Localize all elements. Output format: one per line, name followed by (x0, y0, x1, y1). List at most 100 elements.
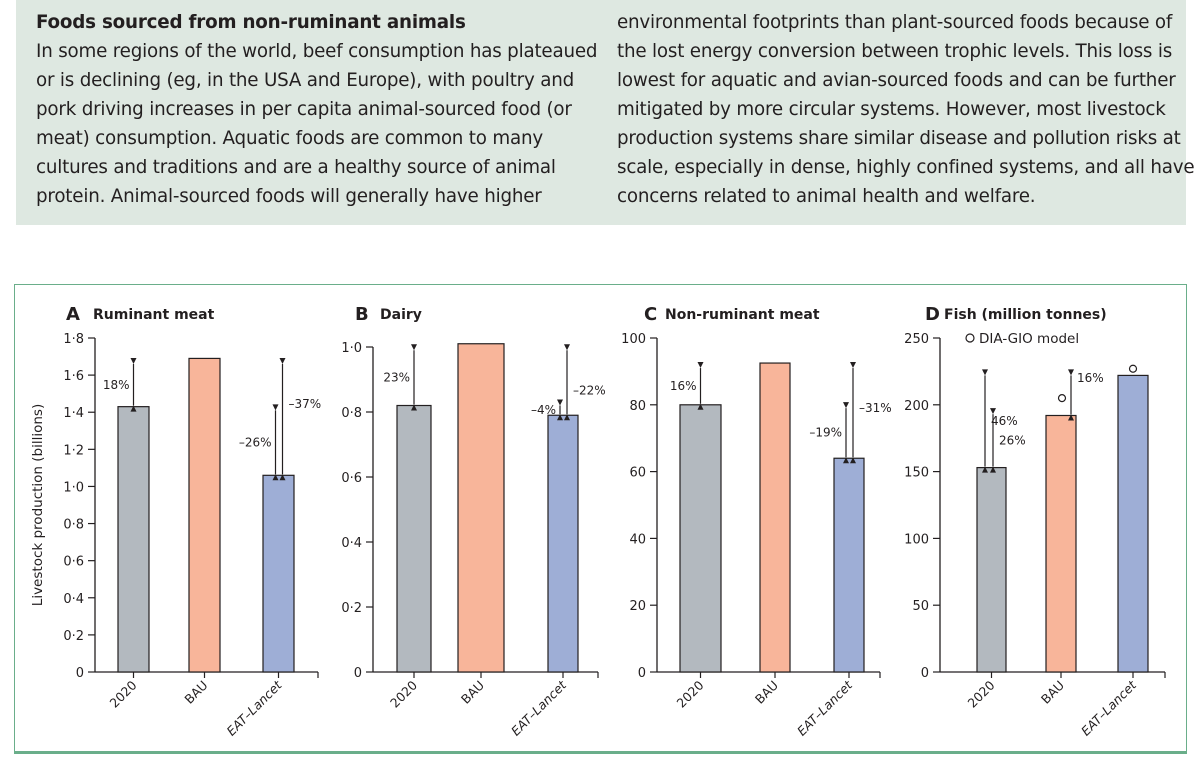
panel-title: Fish (million tonnes) (944, 307, 1107, 323)
change-label: –26% (239, 435, 272, 449)
y-tick-label: 1·2 (63, 443, 84, 458)
text-line: production systems share similar disease… (617, 128, 1181, 149)
x-tick-label: 2020 (107, 677, 140, 710)
x-tick-label: 2020 (674, 677, 707, 710)
arrow-head (982, 466, 988, 473)
arrow-head (279, 357, 286, 364)
y-tick-label: 0·6 (341, 471, 362, 486)
change-label: –22% (573, 383, 606, 397)
change-label: 18% (103, 378, 130, 392)
change-label: 16% (1077, 371, 1104, 385)
legend-marker (965, 333, 975, 343)
x-tick-label: BAU (1038, 678, 1067, 707)
bar (396, 404, 432, 673)
y-tick-label: 0·2 (341, 601, 362, 616)
y-tick-label: 250 (904, 332, 929, 347)
legend-label: DIA-GIO model (979, 331, 1079, 347)
chart-panel-a: A Ruminant meat 0 0·2 0·4 0·6 0·8 1·0 1·2 1·4 1·6 1… (30, 304, 321, 739)
text-line: scale, especially in dense, highly confi… (617, 157, 1195, 178)
text-line: environmental footprints than plant-sour… (617, 12, 1173, 33)
y-tick-label: 0·2 (63, 629, 84, 644)
y-tick-label: 20 (629, 599, 646, 614)
arrow-head (411, 344, 417, 351)
panel-letter: C (644, 304, 657, 325)
y-tick-label: 0 (638, 666, 646, 681)
y-tick-label: 0·4 (63, 592, 84, 607)
x-tick-label: EAT–Lancet (1078, 677, 1140, 739)
text-line: meat) consumption. Aquatic foods are com… (36, 128, 543, 149)
y-tick-label: 0·4 (341, 536, 362, 551)
text-line: In some regions of the world, beef consu… (36, 41, 598, 62)
arrow-head (130, 405, 137, 412)
arrow-head (697, 403, 704, 410)
y-tick-label: 0·8 (63, 518, 84, 533)
y-tick-label: 0 (354, 666, 362, 681)
arrow-head (843, 457, 849, 464)
info-left-column: Foods sourced from non-ruminant animals … (36, 8, 598, 211)
arrow-head (1068, 369, 1074, 376)
change-label: 16% (670, 379, 697, 393)
x-tick-label: EAT–Lancet (224, 677, 286, 739)
bar (833, 457, 865, 673)
change-label: 46% (991, 414, 1018, 428)
x-tick-label: EAT–Lancet (794, 677, 856, 739)
arrow-head (557, 399, 563, 406)
panel-letter: D (925, 304, 940, 325)
y-tick-label: 0·8 (341, 406, 362, 421)
change-label: –4% (531, 403, 556, 417)
x-tick-label: EAT–Lancet (508, 677, 570, 739)
y-tick-label: 0 (76, 666, 84, 681)
arrow-head (843, 402, 849, 409)
arrow-head (272, 474, 279, 481)
bar (117, 406, 150, 673)
arrow-head (279, 474, 286, 481)
info-right-column: environmental footprints than plant-sour… (617, 8, 1195, 211)
text-line: pork driving increases in per capita ani… (36, 99, 572, 120)
arrow-head (130, 357, 137, 364)
arrow-head (564, 414, 570, 421)
chart-panel-d: D Fish (million tonnes) 0 50 100 150 200 250 202… (904, 304, 1166, 739)
arrow-head (557, 414, 563, 421)
bar (759, 362, 791, 673)
panel-title: Non-ruminant meat (665, 307, 820, 323)
change-label: –37% (289, 397, 322, 411)
y-tick-label: 60 (629, 466, 646, 481)
change-label: 26% (999, 433, 1026, 447)
change-label: –19% (809, 426, 842, 440)
arrow-head (990, 408, 996, 415)
bar (457, 343, 505, 673)
chart-panel-b: B Dairy 0 0·2 0·4 0·6 0·8 1·0 2020 BAU EAT–Lancet 2… (341, 304, 605, 739)
y-tick-label: 1·4 (63, 406, 84, 421)
text-line: or is declining (eg, in the USA and Euro… (36, 70, 574, 91)
arrow-head (1068, 414, 1074, 421)
y-tick-label: 80 (629, 399, 646, 414)
y-tick-label: 1·8 (63, 332, 84, 347)
panel-title: Ruminant meat (93, 307, 215, 323)
text-line: lowest for aquatic and avian-sourced foo… (617, 70, 1176, 91)
y-tick-label: 40 (629, 532, 646, 547)
arrow-head (697, 362, 704, 369)
chart-panel-c: C Non-ruminant meat 0 20 40 60 80 100 2020 BAU EAT… (621, 304, 892, 739)
y-tick-label: 50 (912, 599, 929, 614)
figure-frame (14, 284, 1187, 754)
arrow-head (850, 457, 856, 464)
x-tick-label: BAU (181, 678, 210, 707)
model-point (1057, 394, 1067, 403)
panel-letter: B (355, 304, 369, 325)
bar (1045, 414, 1077, 673)
bar (547, 414, 579, 673)
arrow-head (850, 362, 856, 369)
x-tick-label: 2020 (387, 677, 420, 710)
panel-letter: A (66, 304, 80, 325)
y-axis-label: Livestock production (billions) (30, 404, 46, 606)
model-point (1128, 364, 1138, 373)
change-label: –31% (859, 401, 892, 415)
y-tick-label: 200 (904, 399, 929, 414)
text-line: protein. Animal-sourced foods will gener… (36, 186, 542, 207)
text-line: concerns related to animal health and we… (617, 186, 1036, 207)
bar (188, 357, 221, 673)
y-tick-label: 100 (621, 332, 646, 347)
arrow-head (564, 344, 570, 351)
y-tick-label: 150 (904, 466, 929, 481)
